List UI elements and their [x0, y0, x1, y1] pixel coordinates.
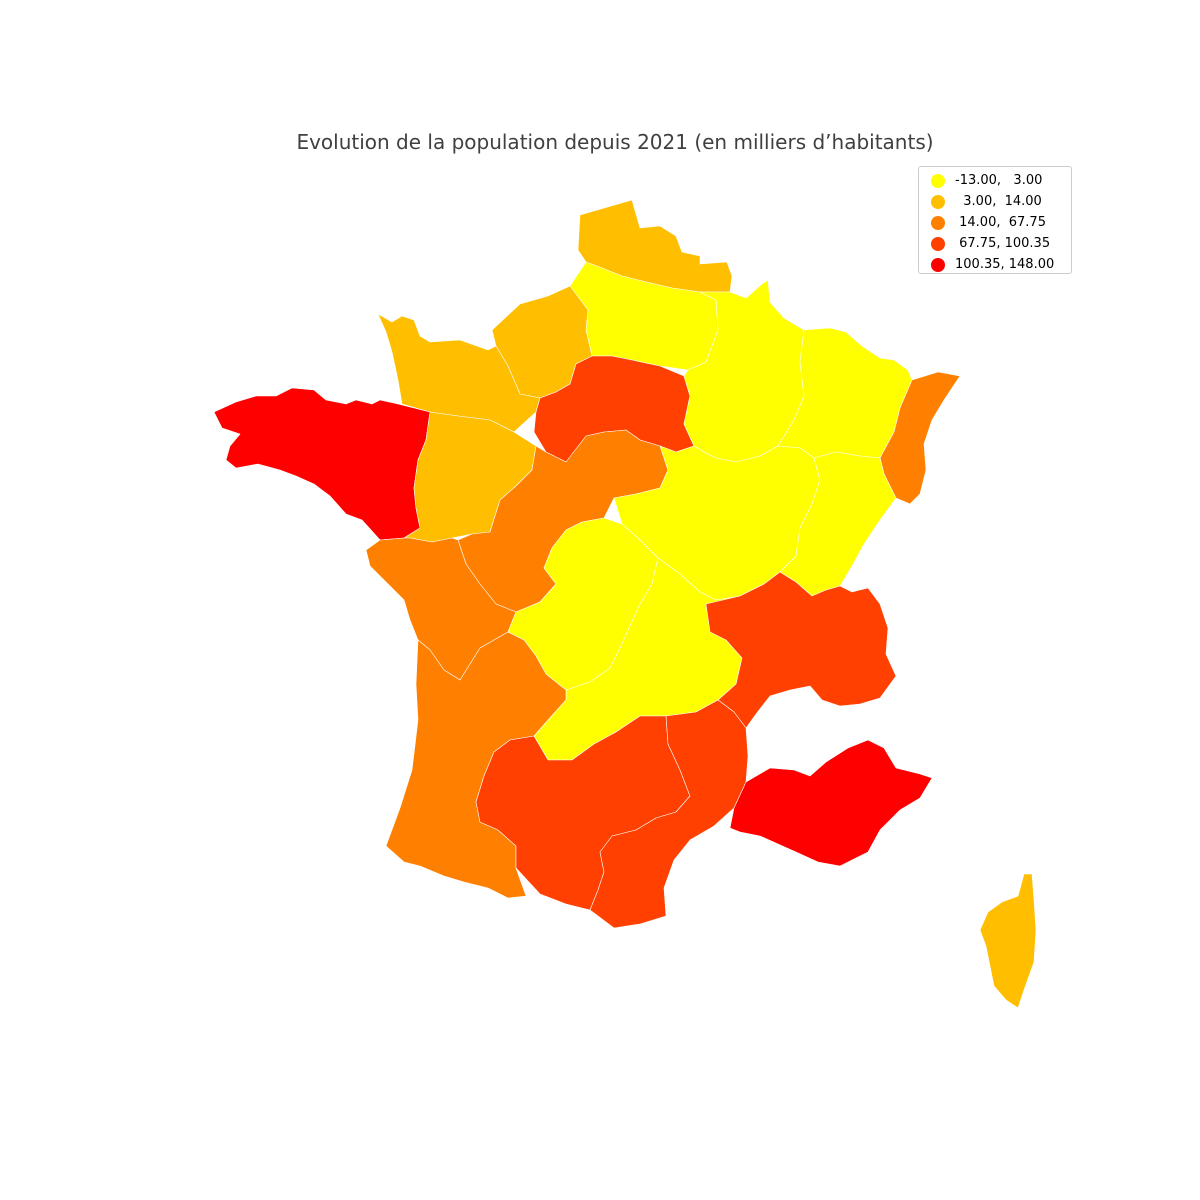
map-title: Evolution de la population depuis 2021 (… — [296, 130, 934, 154]
legend-label: 3.00, 14.00 — [955, 194, 1042, 209]
legend-item: 14.00, 67.75 — [919, 212, 1071, 233]
region-alsace[interactable] — [879, 371, 961, 505]
region-corse[interactable] — [979, 873, 1037, 1009]
region-pays-de-la-loire[interactable] — [403, 411, 537, 543]
legend-swatch — [931, 215, 945, 230]
legend-item: 67.75, 100.35 — [919, 233, 1071, 254]
legend-swatch — [931, 257, 945, 272]
legend-swatch — [931, 194, 945, 209]
region-provence-alpes-cote-d-azur[interactable] — [729, 739, 933, 867]
legend-item: 100.35, 148.00 — [919, 254, 1071, 275]
region-rhone-alpes[interactable] — [705, 571, 897, 729]
region-bretagne[interactable] — [213, 387, 431, 541]
region-languedoc-roussillon[interactable] — [589, 699, 749, 929]
legend-item: -13.00, 3.00 — [919, 170, 1071, 191]
legend-swatch — [931, 236, 945, 251]
legend-label: 100.35, 148.00 — [955, 257, 1055, 272]
region-basse-normandie[interactable] — [377, 313, 541, 433]
legend-item: 3.00, 14.00 — [919, 191, 1071, 212]
legend-label: 14.00, 67.75 — [955, 215, 1046, 230]
map-legend: -13.00, 3.00 3.00, 14.00 14.00, 67.75 67… — [918, 166, 1072, 274]
legend-label: -13.00, 3.00 — [955, 173, 1043, 188]
legend-label: 67.75, 100.35 — [955, 236, 1051, 251]
legend-swatch — [931, 173, 945, 188]
